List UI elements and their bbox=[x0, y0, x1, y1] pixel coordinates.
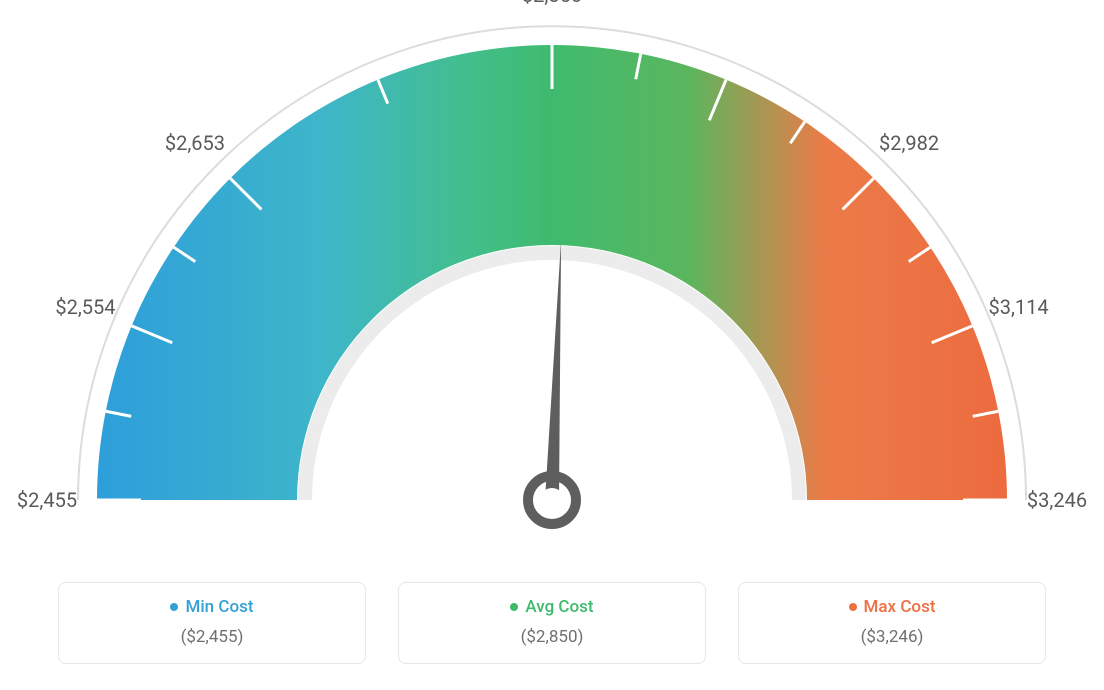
legend-row: Min Cost ($2,455) Avg Cost ($2,850) Max … bbox=[58, 582, 1046, 664]
legend-card-max: Max Cost ($3,246) bbox=[738, 582, 1046, 664]
legend-card-min: Min Cost ($2,455) bbox=[58, 582, 366, 664]
legend-value: ($3,246) bbox=[751, 627, 1033, 647]
dot-icon bbox=[170, 603, 178, 611]
gauge-tick-label: $2,455 bbox=[17, 488, 77, 512]
gauge-tick-label: $2,982 bbox=[879, 131, 939, 155]
legend-label: Avg Cost bbox=[525, 597, 593, 617]
legend-value: ($2,850) bbox=[411, 627, 693, 647]
legend-label: Min Cost bbox=[185, 597, 253, 617]
legend-card-avg: Avg Cost ($2,850) bbox=[398, 582, 706, 664]
dot-icon bbox=[510, 603, 518, 611]
legend-title-max: Max Cost bbox=[751, 597, 1033, 617]
legend-title-min: Min Cost bbox=[71, 597, 353, 617]
dot-icon bbox=[849, 603, 857, 611]
gauge-tick-label: $2,653 bbox=[165, 131, 225, 155]
legend-title-avg: Avg Cost bbox=[411, 597, 693, 617]
gauge-svg bbox=[0, 0, 1104, 560]
gauge-tick-label: $2,850 bbox=[522, 0, 582, 7]
cost-gauge: $2,455 $2,554 $2,653 $2,850 $2,982 $3,114 $3,2… bbox=[0, 0, 1104, 560]
gauge-tick-label: $3,114 bbox=[988, 295, 1048, 319]
gauge-tick-label: $3,246 bbox=[1027, 488, 1087, 512]
legend-value: ($2,455) bbox=[71, 627, 353, 647]
legend-label: Max Cost bbox=[864, 597, 936, 617]
gauge-tick-label: $2,554 bbox=[55, 295, 115, 319]
